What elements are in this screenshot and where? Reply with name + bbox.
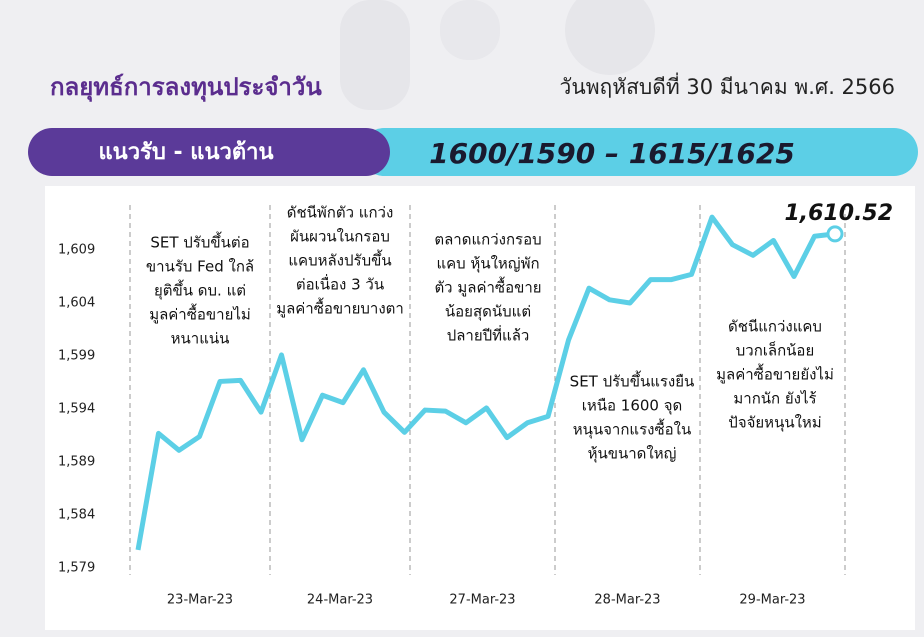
end-point — [826, 225, 844, 243]
banner-label: แนวรับ - แนวต้าน — [98, 140, 273, 165]
title: กลยุทธ์การลงทุนประจำวัน — [50, 73, 322, 103]
x-tick-label: 28-Mar-23 — [594, 593, 660, 608]
y-tick-label: 1,589 — [58, 455, 95, 470]
annotation: หนุนจากแรงซื้อใน — [573, 419, 692, 440]
y-tick-label: 1,604 — [58, 296, 95, 311]
annotation: ดัชนีพักตัว แกว่ง — [287, 204, 394, 222]
annotation: ขานรับ Fed ใกล้ — [146, 258, 254, 276]
annotation: ปลายปีที่แล้ว — [447, 325, 530, 345]
annotation: มูลค่าซื้อขายบางตา — [276, 298, 404, 318]
annotation: มูลค่าซื้อขายไม่ — [149, 304, 251, 324]
x-tick-label: 23-Mar-23 — [167, 593, 233, 608]
y-tick-label: 1,579 — [58, 561, 95, 576]
annotation: แคบ หุ้นใหญ่พัก — [436, 255, 539, 274]
annotation: ดัชนีแกว่งแคบ — [728, 318, 822, 336]
annotation: ยุติขึ้น ดบ. แต่ — [154, 280, 246, 301]
annotation: ต่อเนื่อง 3 วัน — [296, 274, 384, 294]
annotation: SET ปรับขึ้นแรงยืน — [570, 371, 695, 391]
decoration — [340, 0, 410, 110]
value-label: 1,610.52 — [784, 201, 893, 226]
annotation: แคบหลังปรับขึ้น — [288, 250, 391, 270]
chart: 1,579 1,584 1,589 1,594 1,599 1,604 1,609 23-Ma… — [58, 201, 893, 608]
price-line — [135, 214, 836, 551]
annotation: เหนือ 1600 จุด — [582, 397, 683, 416]
decoration — [565, 0, 655, 75]
decoration — [440, 0, 500, 60]
x-tick-label: 24-Mar-23 — [307, 593, 373, 608]
y-tick-label: 1,584 — [58, 508, 95, 523]
annotation: หนาแน่น — [171, 330, 230, 348]
y-tick-label: 1,609 — [58, 243, 95, 258]
annotation: น้อยสุดนับแต่ — [445, 303, 531, 322]
date: วันพฤหัสบดีที่ 30 มีนาคม พ.ศ. 2566 — [560, 72, 895, 99]
chart-panel — [45, 186, 915, 630]
x-tick-label: 27-Mar-23 — [449, 593, 515, 608]
label-band — [28, 128, 390, 176]
annotation: มากนัก ยังไร้ — [733, 390, 816, 408]
annotation: หุ้นขนาดใหญ่ — [588, 445, 677, 464]
y-tick-label: 1,599 — [58, 349, 95, 364]
y-tick-label: 1,594 — [58, 402, 95, 417]
annotation: บวกเล็กน้อย — [736, 341, 814, 360]
levels-band — [360, 128, 918, 176]
annotation: มูลค่าซื้อขายยังไม่ — [716, 364, 834, 384]
annotation: ปัจจัยหนุนใหม่ — [728, 414, 821, 433]
annotation: ตัว มูลค่าซื้อขาย — [434, 277, 541, 297]
annotation: SET ปรับขึ้นต่อ — [150, 232, 249, 252]
x-tick-label: 29-Mar-23 — [739, 593, 805, 608]
banner-levels: 1600/1590 – 1615/1625 — [429, 137, 795, 170]
annotation: ผันผวนในกรอบ — [290, 228, 390, 246]
annotation: ตลาดแกว่งกรอบ — [434, 231, 541, 249]
